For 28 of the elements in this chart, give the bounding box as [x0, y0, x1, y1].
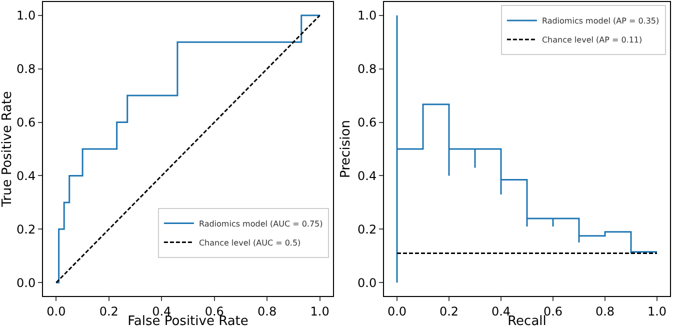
y-axis-title: True Positive Rate	[0, 91, 15, 208]
legend-label: Chance level (AUC = 0.5)	[198, 238, 301, 248]
x-tick-label: 0.8	[595, 304, 615, 318]
x-tick-label: 0.8	[258, 304, 277, 318]
x-tick-label: 0.2	[439, 304, 459, 318]
x-tick-label: 0.2	[99, 304, 118, 318]
y-tick-label: 1.0	[16, 8, 36, 23]
x-axis-title: False Positive Rate	[128, 314, 248, 329]
y-tick-label: 0.2	[358, 222, 377, 236]
legend-label: Radiomics model (AUC = 0.75)	[198, 219, 323, 228]
x-tick-label: 0.0	[387, 304, 407, 318]
y-tick-label: 0.6	[16, 115, 36, 130]
y-axis-title: Precision	[338, 120, 354, 178]
y-tick-label: 1.0	[358, 8, 377, 23]
y-tick-label: 0.8	[16, 62, 36, 76]
y-tick-label: 0.4	[358, 168, 377, 183]
y-tick-label: 0.8	[358, 62, 377, 76]
y-tick-label: 0.6	[358, 115, 377, 130]
y-tick-label: 0.2	[16, 222, 36, 236]
x-tick-label: 0.0	[46, 304, 66, 318]
x-tick-label: 1.0	[647, 304, 667, 318]
y-tick-label: 0.4	[16, 168, 36, 183]
y-tick-label: 0.0	[358, 276, 377, 290]
x-tick-label: 1.0	[310, 304, 330, 318]
y-tick-label: 0.0	[16, 276, 36, 290]
legend-label: Chance level (AP = 0.11)	[542, 36, 642, 45]
legend-label: Radiomics model (AP = 0.35)	[542, 16, 660, 26]
line-series	[396, 14, 658, 284]
